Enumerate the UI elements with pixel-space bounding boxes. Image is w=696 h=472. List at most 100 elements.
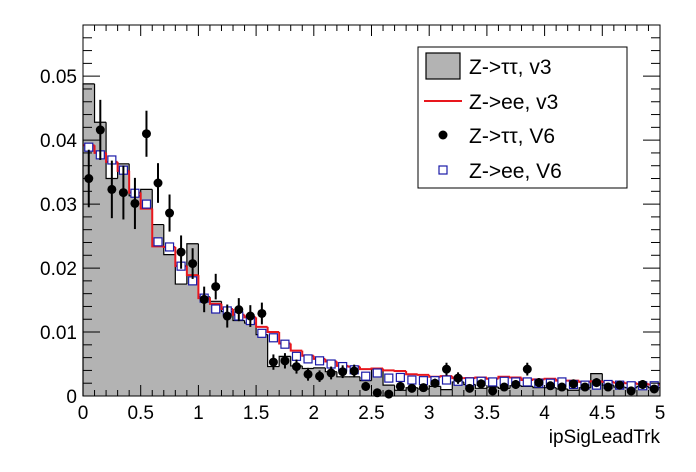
zee-v6-point bbox=[211, 304, 221, 314]
x-tick-label: 3.5 bbox=[474, 403, 500, 424]
ztautau-v6-point bbox=[638, 379, 648, 389]
zee-v6-point bbox=[361, 371, 371, 381]
ztautau-v6-point bbox=[603, 382, 613, 392]
y-tick-label: 0.01 bbox=[40, 323, 77, 344]
legend-label: Z->ττ, V6 bbox=[469, 125, 555, 148]
ztautau-v6-point bbox=[326, 368, 336, 378]
x-axis-title: ipSigLeadTrk bbox=[549, 427, 661, 448]
ztautau-v6-point bbox=[568, 379, 578, 389]
zee-v6-point bbox=[141, 199, 152, 209]
ztautau-v6-point bbox=[361, 381, 371, 391]
zee-v6-point bbox=[522, 377, 532, 387]
y-tick-label: 0.05 bbox=[40, 67, 77, 88]
ztautau-v6-point bbox=[95, 125, 105, 135]
legend-label: Z->ee, v3 bbox=[469, 91, 558, 114]
zee-v3-step bbox=[185, 266, 199, 277]
zee-v6-point bbox=[291, 351, 302, 361]
ztautau-v6-point bbox=[199, 294, 209, 304]
x-tick-label: 4.5 bbox=[589, 403, 615, 424]
zee-v6-point bbox=[395, 372, 405, 383]
ztautau-v6-point bbox=[545, 381, 555, 391]
ztautau-v3-bar bbox=[267, 334, 280, 368]
zee-v6-point bbox=[441, 375, 452, 385]
ztautau-v3-bar bbox=[336, 371, 349, 378]
ztautau-v6-point bbox=[130, 198, 140, 208]
zee-v3-step bbox=[208, 298, 222, 305]
ztautau-v6-point bbox=[395, 381, 405, 391]
ztautau-v6-point bbox=[315, 371, 325, 381]
y-tick-label: 0.02 bbox=[40, 259, 77, 280]
ztautau-v6-point bbox=[557, 382, 567, 392]
ztautau-v6-point bbox=[349, 366, 359, 376]
x-tick-label: 4 bbox=[539, 403, 550, 424]
x-tick-label: 1.5 bbox=[243, 403, 269, 424]
zee-v6-point bbox=[164, 242, 175, 252]
zee-v3-step bbox=[393, 370, 407, 373]
ztautau-v6-point bbox=[372, 388, 382, 398]
zee-v6-point bbox=[280, 339, 290, 349]
ztautau-v6-point bbox=[153, 178, 163, 188]
ztautau-v3-bar bbox=[590, 373, 603, 388]
ztautau-v6-point bbox=[268, 357, 278, 367]
x-tick-label: 2 bbox=[309, 403, 320, 424]
y-tick-label: 0 bbox=[66, 387, 77, 408]
legend: Z->ττ, v3 Z->ee, v3 Z->ττ, V6 Z->ee, V6 bbox=[417, 46, 628, 189]
ztautau-v6-point bbox=[291, 362, 301, 372]
ztautau-v6-point bbox=[615, 380, 625, 390]
zee-v6-point bbox=[153, 237, 163, 247]
zee-v6-point bbox=[407, 375, 417, 385]
ztautau-v3-bar bbox=[93, 83, 107, 123]
x-tick-label: 5 bbox=[655, 403, 666, 424]
ztautau-v3-bar bbox=[440, 386, 453, 391]
y-tick-label: 0.04 bbox=[40, 131, 77, 152]
zee-v6-point bbox=[488, 377, 498, 387]
zee-v3-step bbox=[255, 317, 268, 328]
zee-v6-point bbox=[257, 328, 267, 338]
ztautau-v6-point bbox=[649, 384, 659, 394]
zee-v3-step bbox=[405, 371, 418, 376]
ztautau-v6-point bbox=[280, 356, 290, 366]
ztautau-v6-point bbox=[141, 129, 151, 139]
ztautau-v6-point bbox=[188, 259, 198, 269]
zee-v6-point bbox=[314, 356, 325, 366]
ztautau-v6-point bbox=[211, 282, 221, 292]
ztautau-v6-point bbox=[407, 383, 417, 393]
zee-v3-step bbox=[416, 373, 430, 376]
ztautau-v6-point bbox=[165, 208, 175, 218]
ztautau-v6-point bbox=[488, 386, 498, 396]
axis-ticks bbox=[82, 25, 661, 397]
ztautau-v3-bar bbox=[313, 367, 326, 369]
x-tick-label: 0.5 bbox=[127, 403, 153, 424]
ztautau-v6-point bbox=[176, 247, 186, 257]
legend-label: Z->ee, V6 bbox=[469, 160, 562, 183]
ztautau-v6-point bbox=[592, 378, 602, 388]
ztautau-v6-point bbox=[222, 311, 232, 321]
x-tick-label: 3 bbox=[424, 403, 435, 424]
ztautau-v6-point bbox=[499, 382, 509, 392]
zee-v3-step bbox=[289, 343, 303, 352]
ztautau-v6-points-layer bbox=[84, 99, 659, 399]
y-tick-label: 0.03 bbox=[40, 195, 77, 216]
ztautau-v6-point bbox=[511, 379, 521, 389]
ztautau-v6-point bbox=[534, 378, 544, 388]
ztautau-v3-bar bbox=[382, 369, 395, 386]
ztautau-v3-bar bbox=[163, 224, 176, 256]
x-tick-label: 1 bbox=[193, 403, 204, 424]
zee-v3-step bbox=[266, 326, 280, 334]
ztautau-v6-point bbox=[118, 188, 128, 198]
ztautau-v3-bar bbox=[278, 355, 291, 367]
ztautau-v3-bar bbox=[474, 384, 487, 389]
ztautau-v3-bar bbox=[567, 388, 580, 391]
legend-swatch-ztautau-v3 bbox=[425, 52, 461, 80]
ztautau-v6-point bbox=[580, 382, 590, 392]
zee-v6-point bbox=[268, 333, 279, 343]
ztautau-v6-point bbox=[303, 369, 313, 379]
ztautau-v6-point bbox=[465, 383, 475, 393]
zee-v6-point bbox=[372, 368, 382, 378]
ztautau-v3-bar bbox=[105, 122, 118, 180]
ztautau-v6-point bbox=[384, 389, 394, 399]
ztautau-v6-point bbox=[107, 184, 117, 194]
x-tick-label: 0 bbox=[78, 403, 89, 424]
zee-v6-point bbox=[303, 354, 313, 364]
